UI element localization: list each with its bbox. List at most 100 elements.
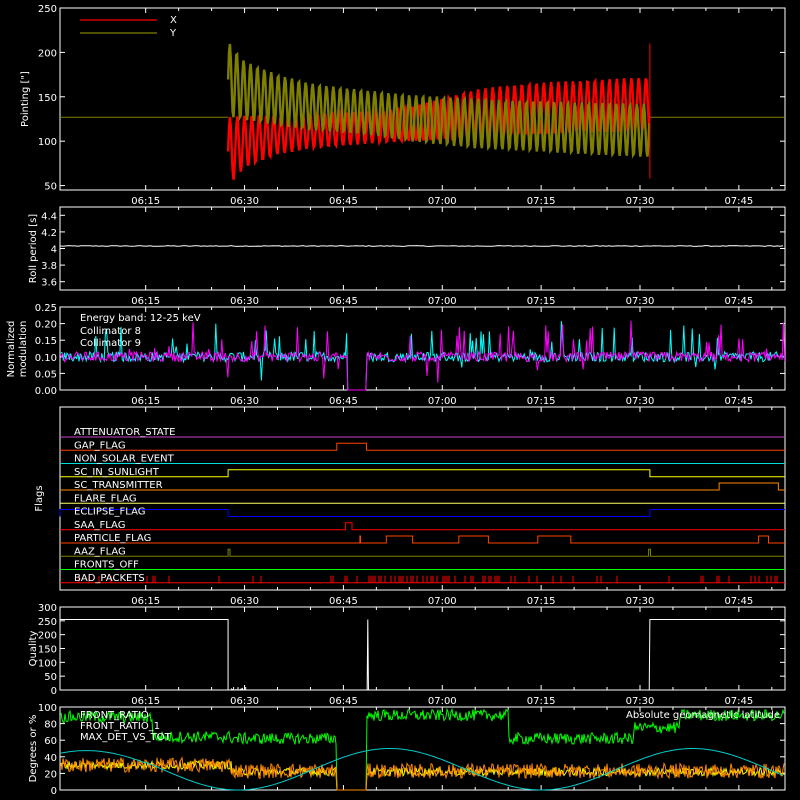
roll-ytick-label: 3.8: [41, 261, 57, 272]
modulation-xtick-label: 07:30: [626, 396, 655, 407]
roll-ytick-label: 3.6: [41, 278, 57, 289]
ratios-legend-label: FRONT_RATIO_1: [80, 721, 160, 732]
flag-label-particle-flag: PARTICLE_FLAG: [74, 533, 151, 544]
pointing-xtick-label: 07:15: [527, 196, 556, 207]
ratios-ytick-label: 60: [44, 736, 57, 747]
quality-xtick-label: 06:15: [131, 696, 160, 707]
flag-label-attenuator-state: ATTENUATOR_STATE: [74, 427, 175, 438]
modulation-ytick-label: 0.20: [35, 320, 57, 331]
quality-ylabel: Quality: [28, 631, 39, 667]
flag-line-saa-flag: [60, 522, 785, 531]
roll-frame: [59, 206, 786, 291]
flag-label-aaz-flag: AAZ_FLAG: [74, 546, 126, 557]
pointing-ylabel: Pointing ["]: [20, 71, 31, 127]
quality-xtick-label: 06:45: [329, 696, 358, 707]
pointing-ytick-label: 250: [38, 4, 57, 15]
flag-line-sc-in-sunlight: [60, 469, 785, 478]
modulation-ylabel-2: modulation: [18, 321, 29, 378]
pointing-series-y: [226, 43, 651, 159]
ratios-legend-label: MAX_DET_VS_TOT: [80, 732, 172, 743]
flag-line-sc-transmitter: [60, 482, 785, 491]
quality-ytick-label: 200: [38, 631, 57, 642]
pointing-xtick-label: 07:45: [724, 196, 753, 207]
pointing-frame: [59, 7, 786, 191]
modulation-ytick-label: 0.05: [35, 369, 57, 380]
pointing-ytick-label: 100: [38, 137, 57, 148]
roll-xtick-label: 07:00: [428, 296, 457, 307]
quality-xtick-label: 07:45: [724, 696, 753, 707]
modulation-xtick-label: 07:00: [428, 396, 457, 407]
modulation-xtick-label: 07:45: [724, 396, 753, 407]
flag-label-sc-transmitter: SC_TRANSMITTER: [74, 480, 163, 491]
quality-noise: [230, 687, 248, 690]
modulation-legend-label: Collimator 9: [80, 338, 141, 349]
flags-xtick-label: 06:45: [329, 596, 358, 607]
ratios-series-front-ratio-1: [60, 759, 785, 791]
ratios-legend-label: FRONT_RATIO: [80, 710, 149, 721]
flag-line-aaz-flag: [60, 548, 785, 557]
quality-xtick-label: 06:30: [230, 696, 259, 707]
flag-label-flare-flag: FLARE_FLAG: [74, 493, 137, 504]
flags-xtick-label: 07:00: [428, 596, 457, 607]
pointing-xtick-label: 07:00: [428, 196, 457, 207]
modulation-annotation: Energy band: 12-25 keV: [80, 313, 201, 324]
flag-line-particle-flag: [60, 535, 785, 544]
flags-xtick-label: 06:15: [131, 596, 160, 607]
pointing-xtick-label: 06:45: [329, 196, 358, 207]
quality-ytick-label: 50: [44, 672, 57, 683]
modulation-series-2: [60, 320, 786, 391]
quality-ytick-label: 150: [38, 645, 57, 656]
quality-panel: 0 50 100 150 200 250 300 Quality 06:15 06:30 06:45…: [28, 603, 786, 707]
flags-xtick-label: 07:45: [724, 596, 753, 607]
ratios-legend-label: Absolute geomagnetic latitude: [626, 710, 780, 721]
ratios-series-front-ratio: [60, 707, 785, 791]
flags-xtick-label: 07:15: [527, 596, 556, 607]
roll-xtick-label: 06:30: [230, 296, 259, 307]
quality-series: [60, 618, 785, 691]
ratios-ytick-label: 80: [44, 720, 57, 731]
modulation-legend-label: Collimator 8: [80, 326, 141, 337]
quality-xtick-label: 07:00: [428, 696, 457, 707]
roll-ytick-label: 4.2: [41, 228, 57, 239]
roll-ytick-label: 4: [51, 245, 57, 256]
flag-label-saa-flag: SAA_FLAG: [74, 520, 125, 531]
ratios-series-geomag-latitude: [60, 748, 784, 791]
pointing-ytick-label: 50: [44, 182, 57, 193]
ratios-ytick-label: 0: [51, 786, 57, 797]
ratios-series-max-det: [60, 756, 785, 791]
modulation-xtick-label: 06:45: [329, 396, 358, 407]
pointing-xtick-label: 06:15: [131, 196, 160, 207]
flag-label-eclipse-flag: ECLIPSE_FLAG: [74, 507, 145, 518]
flags-xtick-label: 06:30: [230, 596, 259, 607]
flag-line-saa-flag-gap: [60, 442, 785, 451]
quality-xtick-label: 07:15: [527, 696, 556, 707]
modulation-ytick-label: 0.25: [35, 303, 57, 314]
flags-ylabel: Flags: [34, 485, 45, 511]
modulation-ylabel-1: Normalized: [6, 321, 17, 378]
ratios-ytick-label: 40: [44, 753, 57, 764]
flags-frame: [59, 406, 786, 591]
flag-label-bad-packets: BAD_PACKETS: [74, 573, 145, 584]
modulation-panel: 0.00 0.05 0.10 0.15 0.20 0.25 Normalized modula…: [6, 303, 786, 407]
modulation-xtick-label: 06:15: [131, 396, 160, 407]
pointing-panel: 50 100 150 200 250 Pointing ["] 06:15 06:30 06:4…: [20, 4, 786, 207]
modulation-ytick-label: 0.10: [35, 353, 57, 364]
ratios-ytick-label: 20: [44, 769, 57, 780]
flags-panel: Flags 06:15 06:30 06:45 07:00 07:15 07:30 07:45…: [34, 406, 786, 607]
quality-xtick-label: 07:30: [626, 696, 655, 707]
roll-xtick-label: 07:45: [724, 296, 753, 307]
pointing-xtick-label: 07:30: [626, 196, 655, 207]
pointing-xtick-label: 06:30: [230, 196, 259, 207]
ratios-frame: [59, 706, 786, 791]
pointing-ytick-label: 150: [38, 93, 57, 104]
modulation-frame: [59, 306, 786, 391]
roll-series: [59, 245, 784, 247]
roll-ylabel: Roll period [s]: [28, 214, 39, 283]
flags-xtick-label: 07:30: [626, 596, 655, 607]
ratios-ytick-label: 100: [38, 703, 57, 714]
flag-label-non-solar-event: NON_SOLAR_EVENT: [74, 454, 175, 465]
quality-ytick-label: 300: [38, 603, 57, 614]
